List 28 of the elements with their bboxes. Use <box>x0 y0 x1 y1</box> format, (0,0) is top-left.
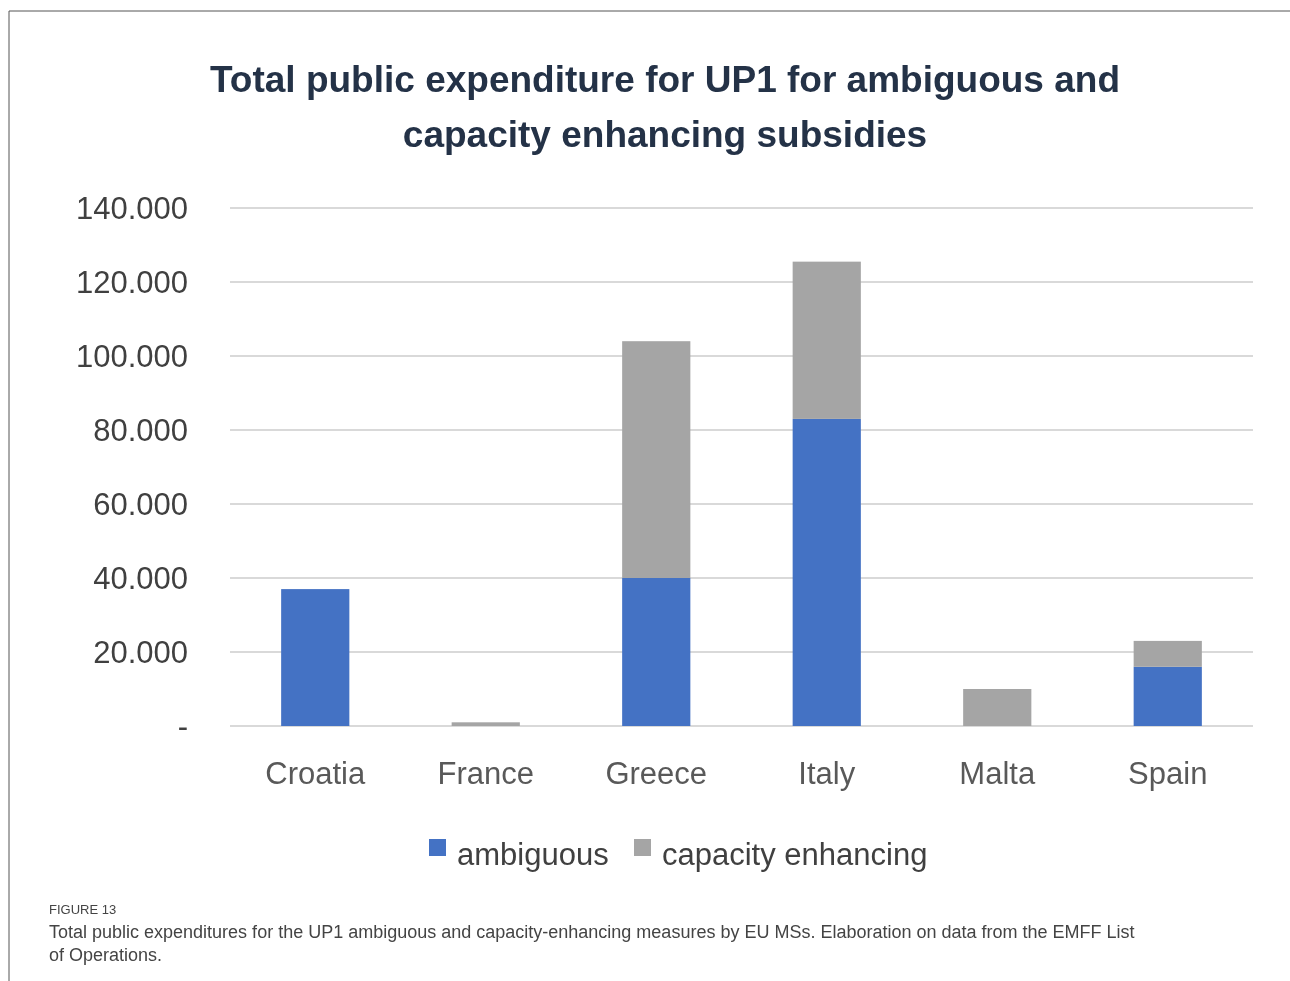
y-tick-label: 120.000 <box>75 264 188 300</box>
y-tick-label: 140.000 <box>75 190 188 226</box>
bar <box>792 261 861 419</box>
y-tick-label: 100.000 <box>75 338 188 374</box>
bar <box>1133 640 1202 667</box>
chart-title: Total public expenditure for UP1 for ambiguous and capacity enhancing subsidies <box>210 59 1120 155</box>
bar <box>622 341 691 578</box>
text: Total public expenditures for the UP1 ambiguous and capacity-enhancing measures by EU MSs. Elaboration on data from the EMFF List of Operations. <box>49 922 1135 965</box>
x-tick-label: France <box>437 756 534 791</box>
bar <box>281 589 350 726</box>
x-tick-label: Greece <box>605 756 708 791</box>
x-tick-label: Croatia <box>265 756 366 791</box>
y-tick-label: 60.000 <box>93 486 188 522</box>
y-tick-label: - <box>177 708 188 744</box>
bar <box>451 722 520 726</box>
bar <box>1133 666 1202 726</box>
legend-label: capacity enhancing <box>662 836 928 872</box>
caption: FIGURE 13 <box>49 902 117 917</box>
x-tick-label: Malta <box>959 756 1036 791</box>
legend-label: ambiguous <box>457 836 609 872</box>
bar <box>963 689 1032 726</box>
bar <box>792 418 861 726</box>
x-tick-label: Spain <box>1128 756 1208 791</box>
bar <box>622 578 691 726</box>
y-tick-label: 80.000 <box>93 412 188 448</box>
y-tick-label: 20.000 <box>93 634 188 670</box>
x-tick-label: Italy <box>798 756 856 791</box>
y-tick-label: 40.000 <box>93 560 188 596</box>
